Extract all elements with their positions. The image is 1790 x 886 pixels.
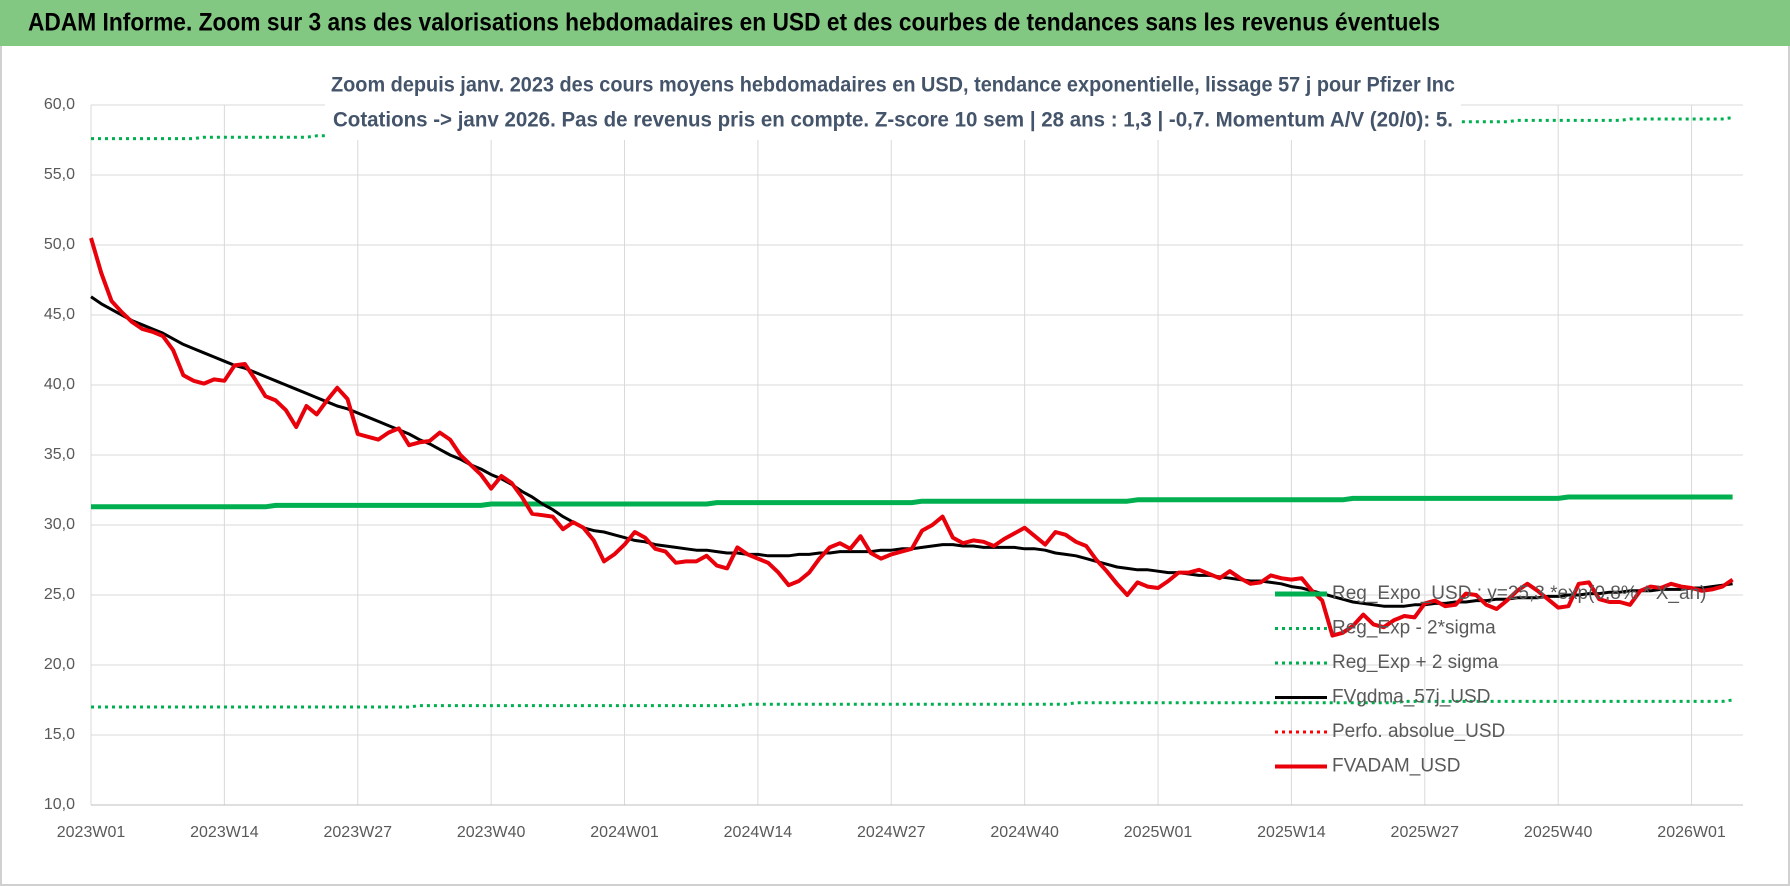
- x-tick-label: 2024W40: [990, 824, 1059, 841]
- y-tick-label: 60,0: [44, 96, 75, 113]
- y-tick-label: 25,0: [44, 586, 75, 603]
- y-tick-label: 55,0: [44, 166, 75, 183]
- x-tick-label: 2024W14: [724, 824, 793, 841]
- x-tick-label: 2023W14: [190, 824, 259, 841]
- series-line: [91, 494, 1733, 510]
- legend-label: FVADAM_USD: [1332, 756, 1460, 777]
- legend-label: Reg_Exp + 2 sigma: [1332, 652, 1499, 673]
- subtitle-box: [325, 68, 1461, 140]
- x-tick-label: 2025W40: [1524, 824, 1593, 841]
- x-tick-label: 2026W01: [1657, 824, 1726, 841]
- y-tick-label: 40,0: [44, 376, 75, 393]
- legend-label: FVgdma_57j_USD: [1332, 687, 1490, 708]
- y-tick-label: 20,0: [44, 656, 75, 673]
- header-bar: [0, 0, 1790, 46]
- legend-label: Reg_Exp - 2*sigma: [1332, 618, 1496, 639]
- x-tick-label: 2025W01: [1124, 824, 1193, 841]
- legend: Reg_Expo_USD : y=25,3 *exp(0,8% * X_an) R…: [1275, 583, 1706, 777]
- series-line: [89, 237, 1734, 638]
- subtitle: Zoom depuis janv. 2023 des cours moyens …: [331, 74, 1455, 97]
- series-line: [91, 698, 1733, 709]
- y-tick-label: 45,0: [44, 306, 75, 323]
- x-tick-label: 2023W40: [457, 824, 526, 841]
- x-tick-label: 2024W01: [590, 824, 659, 841]
- x-tick-label: 2025W14: [1257, 824, 1326, 841]
- x-tick-label: 2023W27: [324, 824, 393, 841]
- chart-title: ADAM Informe. Zoom sur 3 ans des valoris…: [28, 9, 1440, 37]
- x-tick-label: 2025W27: [1391, 824, 1460, 841]
- legend-label: Reg_Expo_USD : y=25,3 *exp(0,8% * X_an): [1332, 583, 1706, 604]
- y-tick-label: 30,0: [44, 516, 75, 533]
- legend-label: Perfo. absolue_USD: [1332, 721, 1505, 742]
- y-tick-label: 50,0: [44, 236, 75, 253]
- y-tick-label: 35,0: [44, 446, 75, 463]
- subtitle: Cotations -> janv 2026. Pas de revenus p…: [333, 109, 1453, 132]
- x-tick-label: 2024W27: [857, 824, 926, 841]
- y-tick-label: 15,0: [44, 726, 75, 743]
- grid: 10,0 15,0 20,0 25,0 30,0 35,0 40,0 45,0 50,0 55,0…: [44, 96, 1743, 841]
- x-tick-label: 2023W01: [57, 824, 126, 841]
- y-tick-label: 10,0: [44, 796, 75, 813]
